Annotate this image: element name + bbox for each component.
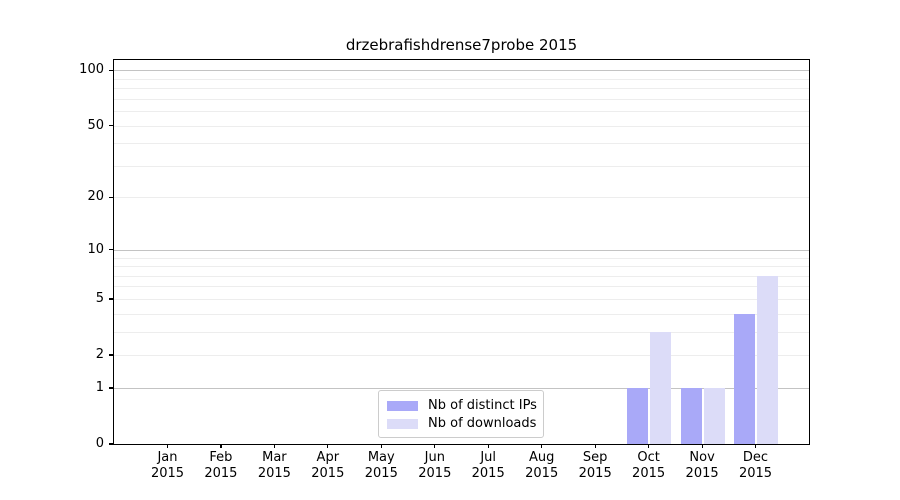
- y-tick-2: [109, 354, 114, 356]
- legend-swatch-downloads: [387, 418, 418, 429]
- x-tick-sep: [594, 444, 596, 448]
- x-tick-label-sep: Sep 2015: [578, 450, 612, 481]
- y-tick-1: [109, 387, 114, 389]
- gridline-minor-40: [114, 143, 809, 145]
- y-tick-0: [109, 443, 114, 445]
- gridline-minor-90: [114, 78, 809, 80]
- gridline-minor-60: [114, 111, 809, 112]
- x-tick-jun: [434, 444, 436, 448]
- x-tick-label-jun: Jun 2015: [418, 450, 452, 481]
- y-tick-20: [109, 196, 114, 199]
- gridline-minor-5: [114, 298, 809, 300]
- y-tick-label-100: 100: [79, 62, 104, 78]
- y-axis-labels: 0 1 2 5 10 20 50 100: [0, 60, 104, 451]
- bar-distinct-ips-nov: [680, 387, 702, 444]
- x-tick-label-mar: Mar 2015: [257, 450, 291, 481]
- gridline-major-100: [114, 70, 809, 72]
- x-tick-dec: [754, 444, 757, 448]
- x-tick-feb: [220, 444, 222, 448]
- y-tick-label-1: 1: [95, 379, 104, 395]
- gridline-minor-7: [114, 275, 809, 277]
- legend-entry-distinct-ips: Nb of distinct IPs: [387, 397, 537, 414]
- y-tick-label-5: 5: [95, 290, 104, 306]
- gridline-minor-4: [114, 313, 809, 315]
- gridline-minor-3: [114, 331, 809, 333]
- x-tick-mar: [273, 444, 276, 448]
- bar-downloads-dec: [757, 275, 778, 444]
- gridline-major-1: [114, 387, 809, 389]
- x-tick-may: [380, 444, 382, 448]
- x-tick-label-apr: Apr 2015: [311, 450, 345, 481]
- legend-swatch-distinct-ips: [387, 400, 418, 411]
- y-tick-label-10: 10: [87, 241, 104, 257]
- legend-entry-downloads: Nb of downloads: [387, 415, 537, 432]
- y-tick-label-20: 20: [87, 189, 104, 205]
- y-tick-label-2: 2: [95, 347, 104, 362]
- bar-downloads-nov: [703, 387, 725, 444]
- x-tick-apr: [327, 444, 329, 448]
- x-tick-label-nov: Nov 2015: [685, 450, 719, 481]
- bar-distinct-ips-oct: [627, 387, 649, 444]
- x-tick-label-feb: Feb 2015: [204, 450, 238, 481]
- plot-area: Nb of distinct IPs Nb of downloads: [109, 59, 810, 448]
- x-tick-label-oct: Oct 2015: [632, 450, 666, 481]
- x-tick-oct: [648, 444, 650, 448]
- gridline-minor-9: [114, 257, 809, 259]
- legend: Nb of distinct IPs Nb of downloads: [378, 390, 544, 438]
- x-tick-label-may: May 2015: [364, 450, 398, 481]
- gridline-minor-2: [114, 355, 809, 356]
- gridline-minor-8: [114, 266, 809, 267]
- x-axis-labels: Jan 2015 Feb 2015 Mar 2015 Apr 2015 May 2015 Jun 20…: [114, 450, 809, 490]
- x-tick-label-aug: Aug 2015: [525, 450, 559, 481]
- x-tick-jan: [166, 444, 169, 448]
- gridline-minor-80: [114, 88, 809, 89]
- x-tick-aug: [541, 444, 543, 448]
- x-tick-nov: [701, 444, 703, 448]
- x-tick-jul: [487, 444, 489, 448]
- gridline-minor-70: [114, 98, 809, 100]
- gridline-major-10: [114, 249, 809, 251]
- y-tick-label-0: 0: [95, 436, 104, 451]
- y-tick-10: [109, 249, 114, 251]
- y-tick-label-50: 50: [87, 117, 104, 133]
- legend-label-downloads: Nb of downloads: [428, 416, 537, 431]
- gridline-minor-20: [114, 197, 809, 199]
- gridline-minor-50: [114, 125, 809, 127]
- gridline-minor-6: [114, 286, 809, 288]
- x-tick-label-jul: Jul 2015: [471, 450, 505, 481]
- y-tick-5: [109, 298, 114, 300]
- legend-label-distinct-ips: Nb of distinct IPs: [428, 398, 537, 413]
- chart-title: drzebrafishdrense7probe 2015: [345, 36, 578, 54]
- bar-distinct-ips-dec: [734, 313, 755, 444]
- x-tick-label-jan: Jan 2015: [150, 450, 185, 481]
- x-tick-label-dec: Dec 2015: [738, 450, 773, 481]
- y-tick-100: [109, 69, 114, 71]
- y-tick-50: [109, 124, 114, 127]
- bar-downloads-oct: [650, 331, 672, 444]
- gridline-minor-30: [114, 165, 809, 167]
